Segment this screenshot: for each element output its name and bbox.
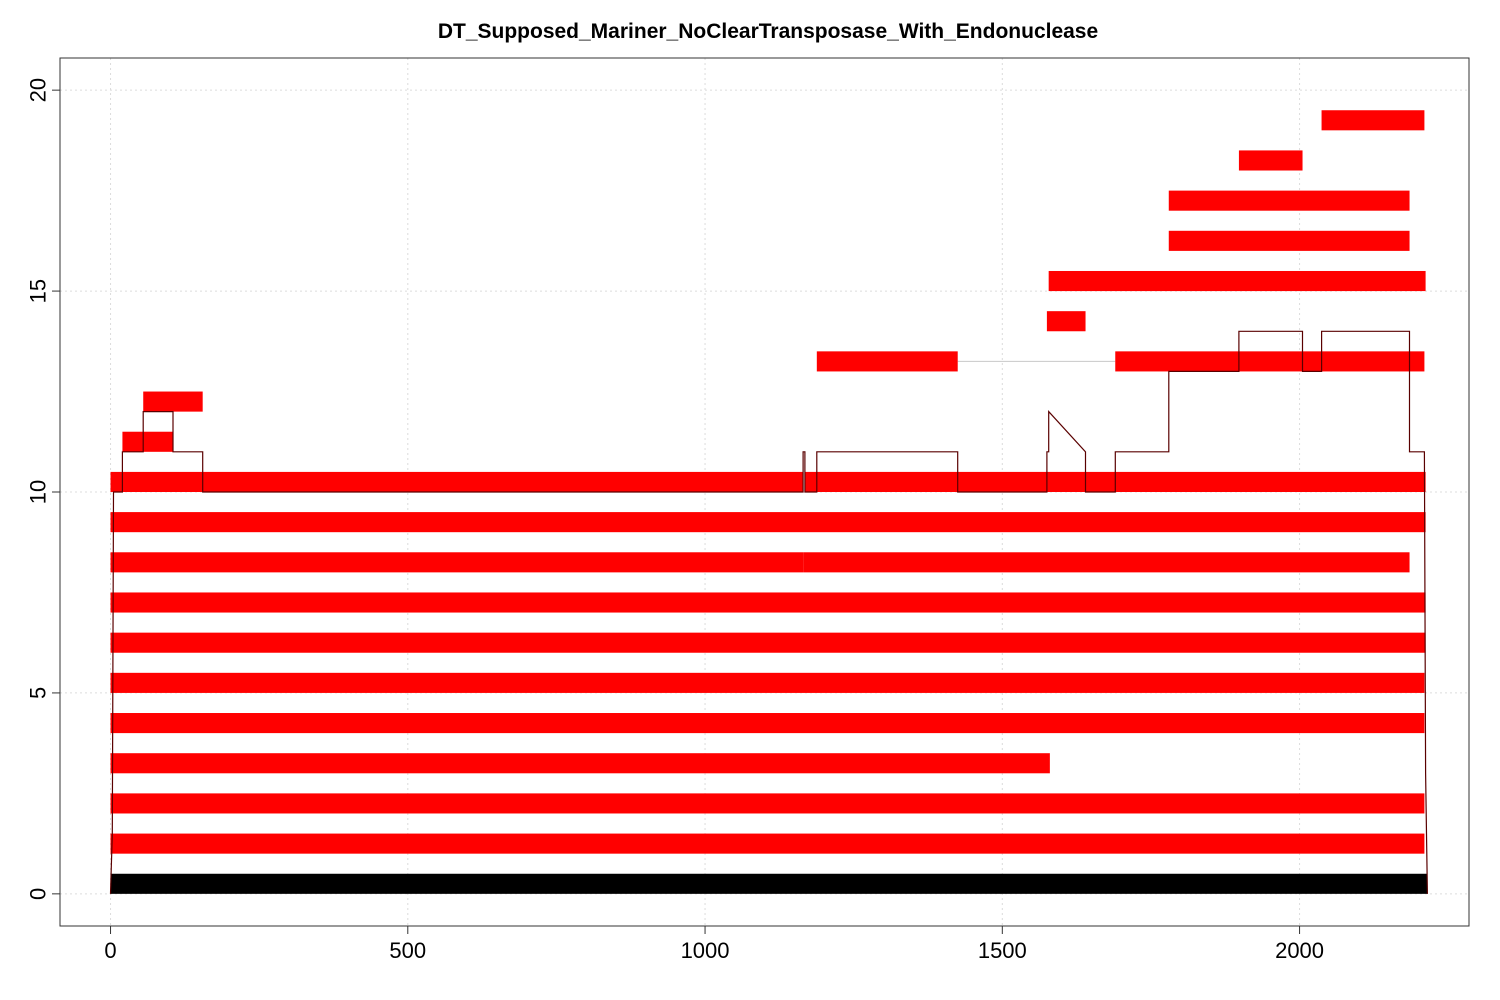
x-axis: 0 500 1000 1500 2000 [104,925,1324,963]
hit-bar [803,552,1410,573]
y-axis: 0 5 10 15 20 [26,78,61,900]
chart-title: DT_Supposed_Mariner_NoClearTransposase_W… [438,20,1098,43]
hit-bar [1046,311,1086,332]
hit-bar [110,793,1425,814]
x-tick-label: 1000 [681,938,730,963]
hit-bar [1321,110,1425,131]
hit-bar [1115,351,1425,372]
hit-bar [122,431,173,452]
hit-bar [1048,270,1426,292]
hit-bar [110,713,1425,734]
consensus-bar-group [110,873,1428,894]
y-tick-label: 10 [26,480,51,504]
consensus-bar [110,873,1428,894]
hit-bar [110,552,804,573]
coverage-line-group [109,330,1428,894]
hit-bar [110,632,1426,653]
y-tick-label: 5 [26,687,51,699]
hit-bar [110,592,1426,613]
hit-bar [110,753,1050,774]
hit-bar [110,471,804,492]
hit-bar [1238,150,1303,171]
hit-bar [816,351,958,372]
y-tick-label: 0 [26,888,51,900]
x-tick-label: 0 [104,938,116,963]
coverage-line [109,330,1428,894]
hit-bars [110,110,1426,854]
x-tick-label: 1500 [978,938,1027,963]
hit-bar [143,391,203,412]
hit-bar [110,833,1425,854]
hit-bar [110,512,1426,533]
y-tick-label: 20 [26,78,51,102]
hit-bar [1168,230,1410,251]
x-tick-label: 500 [389,938,426,963]
hit-bar [110,672,1425,693]
x-tick-label: 2000 [1275,938,1324,963]
y-tick-label: 15 [26,279,51,303]
hit-bar [1168,190,1410,211]
